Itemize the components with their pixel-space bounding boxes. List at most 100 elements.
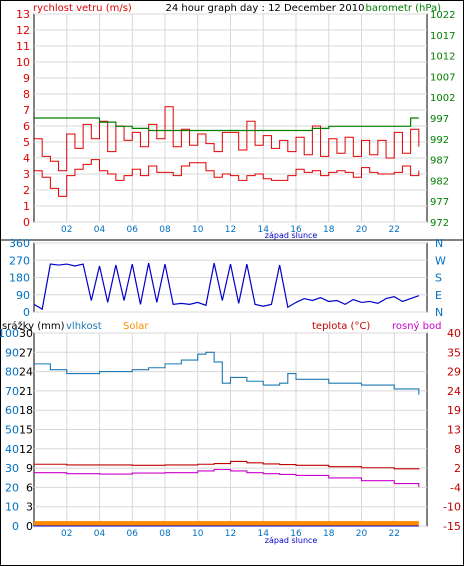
- y-tick-label-left: 12: [16, 24, 30, 37]
- temperature-tick-label: 29: [447, 366, 461, 379]
- solar-axis-title: Solar: [123, 321, 149, 332]
- wind-axis-title: rychlost vetru (m/s): [33, 3, 132, 14]
- y-tick-label-left: 0: [23, 216, 30, 229]
- humidity-tick-label: 10: [5, 501, 19, 514]
- rain-tick-label: 15: [19, 424, 33, 437]
- y-tick-label-left: 4: [23, 152, 30, 165]
- gust-series: [34, 106, 420, 172]
- humidity-tick-label: 30: [5, 462, 19, 475]
- y-tick-label-left: 90: [16, 289, 30, 302]
- y-tick-label-right: 1012: [430, 52, 455, 63]
- y-tick-label-left: 270: [9, 254, 30, 267]
- x-tick-label: 18: [323, 529, 335, 539]
- y-tick-label-right: 972: [430, 218, 449, 229]
- y-tick-label-left: 5: [23, 136, 30, 149]
- humidity-tick-label: 100: [0, 327, 19, 340]
- y-tick-label-right: 1017: [430, 31, 455, 42]
- x-tick-label: 06: [127, 225, 139, 235]
- x-tick-label: 12: [225, 225, 236, 235]
- sunset-label: západ slunce: [265, 536, 318, 545]
- rain-tick-label: 18: [19, 404, 33, 417]
- y-tick-label-left: 360: [9, 237, 30, 250]
- humidity-tick-label: 0: [12, 520, 19, 533]
- rain-tick-label: 3: [26, 501, 33, 514]
- x-tick-label: 06: [127, 529, 139, 539]
- x-tick-label: 18: [323, 225, 335, 235]
- temperature-tick-label: 13: [447, 424, 461, 437]
- x-tick-label: 12: [225, 529, 236, 539]
- humidity-tick-label: 70: [5, 385, 19, 398]
- x-tick-label: 20: [356, 529, 368, 539]
- compass-label: N: [435, 306, 443, 319]
- humidity-tick-label: 50: [5, 424, 19, 437]
- compass-label: S: [435, 272, 442, 285]
- y-tick-label-left: 3: [23, 168, 30, 181]
- y-tick-label-right: 1002: [430, 93, 455, 104]
- x-tick-label: 04: [94, 529, 106, 539]
- solar-series: [34, 521, 419, 527]
- temperature-tick-label: 19: [447, 404, 461, 417]
- humidity-tick-label: 60: [5, 404, 19, 417]
- rain-tick-label: 0: [26, 520, 33, 533]
- x-tick-label: 16: [290, 529, 302, 539]
- humidity-tick-label: 80: [5, 366, 19, 379]
- rain-axis-title: srážky (mm): [2, 320, 65, 332]
- wind-series: [34, 159, 420, 197]
- x-tick-label: 02: [61, 529, 72, 539]
- temperature-tick-label: 24: [447, 385, 461, 398]
- x-tick-label: 10: [192, 529, 204, 539]
- y-tick-label-right: 992: [430, 135, 449, 146]
- x-tick-label: 04: [94, 225, 106, 235]
- y-tick-label-right: 1007: [430, 72, 455, 83]
- x-tick-label: 14: [258, 225, 270, 235]
- temperature-tick-label: 40: [447, 327, 461, 340]
- y-tick-label-right: 1022: [430, 10, 455, 21]
- rain-tick-label: 21: [19, 385, 33, 398]
- y-tick-label-left: 13: [16, 8, 30, 21]
- humidity-tick-label: 40: [5, 443, 19, 456]
- pressure-series: [34, 117, 419, 132]
- y-tick-label-right: 987: [430, 156, 449, 167]
- compass-label: N: [435, 237, 443, 250]
- pressure-axis-title: barometr (hPa): [366, 3, 442, 14]
- y-tick-label-left: 10: [16, 56, 30, 69]
- rain-tick-label: 9: [26, 462, 33, 475]
- x-tick-label: 10: [192, 225, 204, 235]
- y-tick-label-left: 7: [23, 104, 30, 117]
- temperature-tick-label: 2: [454, 462, 461, 475]
- y-tick-label-left: 1: [23, 200, 30, 213]
- rain-tick-label: 24: [19, 366, 33, 379]
- temperature-tick-label: 35: [447, 346, 461, 359]
- y-tick-label-left: 9: [23, 72, 30, 85]
- y-tick-label-left: 6: [23, 120, 30, 133]
- x-tick-label: 22: [389, 529, 400, 539]
- x-tick-label: 14: [258, 529, 270, 539]
- y-tick-label-right: 997: [430, 114, 449, 125]
- rain-tick-label: 30: [19, 327, 33, 340]
- dewpoint-axis-title: rosný bod: [392, 320, 441, 332]
- x-tick-label: 08: [159, 225, 171, 235]
- temperature-series: [34, 460, 420, 470]
- temperature-tick-label: -15: [443, 520, 461, 533]
- temperature-tick-label: -10: [443, 501, 461, 514]
- temperature-tick-label: -4: [450, 481, 461, 494]
- x-tick-label: 16: [290, 225, 302, 235]
- y-tick-label-left: 0: [23, 306, 30, 319]
- x-tick-label: 20: [356, 225, 368, 235]
- y-tick-label-left: 180: [9, 272, 30, 285]
- y-tick-label-left: 8: [23, 88, 30, 101]
- x-tick-label: 02: [61, 225, 72, 235]
- humidity-tick-label: 20: [5, 481, 19, 494]
- rain-tick-label: 6: [26, 481, 33, 494]
- x-tick-label: 22: [389, 225, 400, 235]
- temperature-tick-label: 8: [454, 443, 461, 456]
- x-tick-label: 08: [159, 529, 171, 539]
- y-tick-label-left: 11: [16, 40, 30, 53]
- humidity-series: [34, 351, 420, 395]
- direction-series: [33, 262, 420, 311]
- temperature-axis-title: teplota (°C): [312, 321, 370, 332]
